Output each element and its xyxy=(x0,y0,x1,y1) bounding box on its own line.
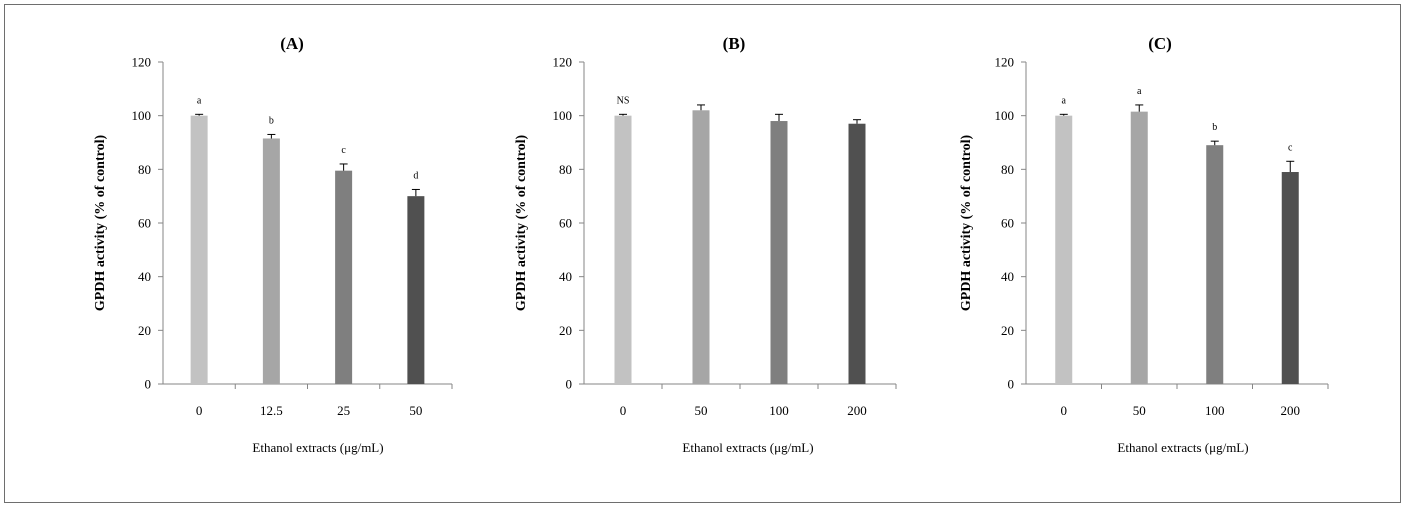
bar xyxy=(262,138,280,384)
significance-label: d xyxy=(413,170,418,181)
x-tick-label: 0 xyxy=(620,403,627,418)
y-tick-label: 20 xyxy=(1001,323,1014,338)
x-tick-label: 200 xyxy=(847,403,867,418)
y-tick-label: 100 xyxy=(995,108,1015,123)
x-tick-label: 50 xyxy=(1133,403,1146,418)
y-axis-label: GPDH activity (% of control) xyxy=(93,135,108,312)
y-tick-label: 60 xyxy=(138,216,151,231)
y-tick-label: 20 xyxy=(138,323,151,338)
y-tick-label: 120 xyxy=(553,55,573,70)
significance-label: c xyxy=(341,145,346,156)
bar xyxy=(848,123,866,384)
bar xyxy=(190,115,208,385)
bar xyxy=(1055,115,1073,385)
panel-title: (C) xyxy=(1148,34,1172,53)
y-tick-label: 80 xyxy=(138,162,151,177)
bar xyxy=(1281,172,1299,384)
bar xyxy=(335,170,353,384)
significance-label: a xyxy=(1137,86,1142,97)
y-tick-label: 100 xyxy=(553,108,573,123)
y-tick-label: 80 xyxy=(559,162,572,177)
x-tick-label: 0 xyxy=(196,403,203,418)
significance-label: a xyxy=(1062,95,1067,106)
y-tick-label: 0 xyxy=(1008,377,1015,392)
y-tick-label: 60 xyxy=(1001,216,1014,231)
y-tick-label: 60 xyxy=(559,216,572,231)
bar xyxy=(1206,145,1224,384)
bar xyxy=(1130,111,1148,385)
y-tick-label: 40 xyxy=(138,269,151,284)
x-tick-label: 0 xyxy=(1061,403,1068,418)
x-tick-label: 50 xyxy=(409,403,422,418)
y-tick-label: 40 xyxy=(559,269,572,284)
y-tick-label: 20 xyxy=(559,323,572,338)
bar xyxy=(614,115,632,385)
x-tick-label: 100 xyxy=(1205,403,1225,418)
y-tick-label: 120 xyxy=(995,55,1015,70)
significance-label: b xyxy=(1212,122,1217,133)
x-tick-label: 25 xyxy=(337,403,350,418)
significance-label: c xyxy=(1288,142,1293,153)
x-tick-label: 200 xyxy=(1281,403,1301,418)
y-tick-label: 100 xyxy=(132,108,152,123)
y-tick-label: 40 xyxy=(1001,269,1014,284)
y-tick-label: 80 xyxy=(1001,162,1014,177)
y-tick-label: 120 xyxy=(132,55,152,70)
x-tick-label: 50 xyxy=(695,403,708,418)
x-axis-label: Ethanol extracts (μg/mL) xyxy=(252,440,383,455)
y-tick-label: 0 xyxy=(566,377,573,392)
significance-label: a xyxy=(197,95,202,106)
bar xyxy=(692,110,710,385)
bar xyxy=(770,121,788,385)
significance-label: b xyxy=(269,115,274,126)
x-tick-label: 12.5 xyxy=(260,403,283,418)
y-axis-label: GPDH activity (% of control) xyxy=(514,135,529,312)
x-tick-label: 100 xyxy=(769,403,789,418)
significance-label: NS xyxy=(617,95,630,106)
panel-title: (A) xyxy=(280,34,304,53)
y-tick-label: 0 xyxy=(145,377,152,392)
x-axis-label: Ethanol extracts (μg/mL) xyxy=(1117,440,1248,455)
x-axis-label: Ethanol extracts (μg/mL) xyxy=(682,440,813,455)
bar xyxy=(407,196,425,384)
panel-title: (B) xyxy=(723,34,746,53)
y-axis-label: GPDH activity (% of control) xyxy=(959,135,974,312)
